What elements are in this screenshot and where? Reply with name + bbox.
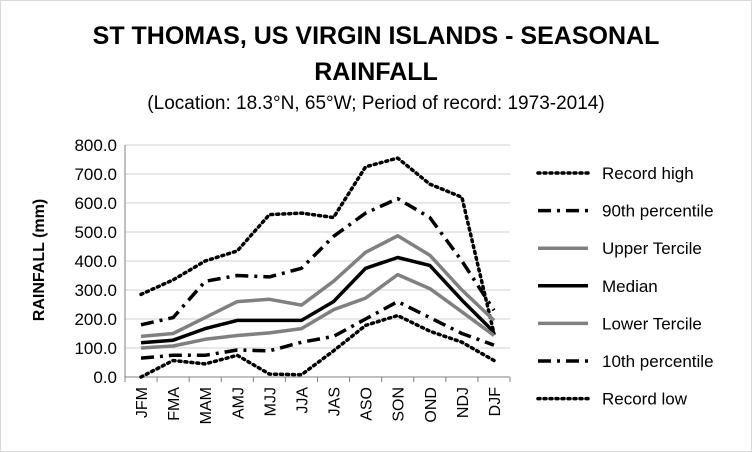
y-tick-label: 100.0 <box>74 339 117 358</box>
x-tick-label: MJJ <box>262 387 279 416</box>
chart-subtitle: (Location: 18.3°N, 65°W; Period of recor… <box>147 93 605 114</box>
x-tick-label: FMA <box>166 387 183 421</box>
x-tick-label: JFM <box>134 387 151 418</box>
x-tick-label: MAM <box>198 387 215 424</box>
chart-title-line-2: RAINFALL <box>314 58 438 86</box>
y-tick-label: 200.0 <box>74 310 117 329</box>
series-line-90th-percentile <box>140 196 496 327</box>
series-line-10th-percentile <box>140 299 495 360</box>
legend: Record high 90th percentile Upper Tercile M… <box>536 164 714 409</box>
x-tick-label: NDJ <box>455 387 472 418</box>
y-tick-label: 300.0 <box>74 281 117 300</box>
chart-title-line-1: ST THOMAS, US VIRGIN ISLANDS - SEASONAL <box>92 22 660 50</box>
x-tick-label: AMJ <box>230 387 247 419</box>
series-lines <box>139 156 496 379</box>
axes: 0.0 100.0 200.0 300.0 400.0 500.0 600.0 700.0 80… <box>74 136 511 424</box>
legend-label: Record low <box>602 390 688 409</box>
y-tick-label: 400.0 <box>74 252 117 271</box>
y-tick-label: 800.0 <box>74 136 117 155</box>
y-tick-label: 700.0 <box>74 165 117 184</box>
series-line-upper-tercile <box>140 234 496 339</box>
y-tick-label: 500.0 <box>74 223 117 242</box>
x-tick-label: JAS <box>327 387 344 416</box>
legend-label: Record high <box>602 164 694 183</box>
series-line-median <box>140 255 496 345</box>
legend-label: Lower Tercile <box>602 314 702 333</box>
legend-label: 10th percentile <box>602 352 714 371</box>
series-line-record-low <box>139 313 496 379</box>
x-tick-label: DJF <box>487 387 504 417</box>
legend-label: Upper Tercile <box>602 239 702 258</box>
y-tick-label: 0.0 <box>93 368 117 387</box>
x-tick-label: SON <box>391 387 408 422</box>
series-line-record-high <box>139 156 496 336</box>
y-axis-label: RAINFALL (mm) <box>31 199 48 321</box>
y-tick-label: 600.0 <box>74 194 117 213</box>
legend-label: 90th percentile <box>602 202 714 221</box>
x-tick-label: ASO <box>359 387 376 421</box>
x-tick-label: JJA <box>294 387 311 414</box>
series-line-lower-tercile <box>140 272 496 350</box>
x-tick-label: OND <box>423 387 440 423</box>
legend-label: Median <box>602 277 658 296</box>
